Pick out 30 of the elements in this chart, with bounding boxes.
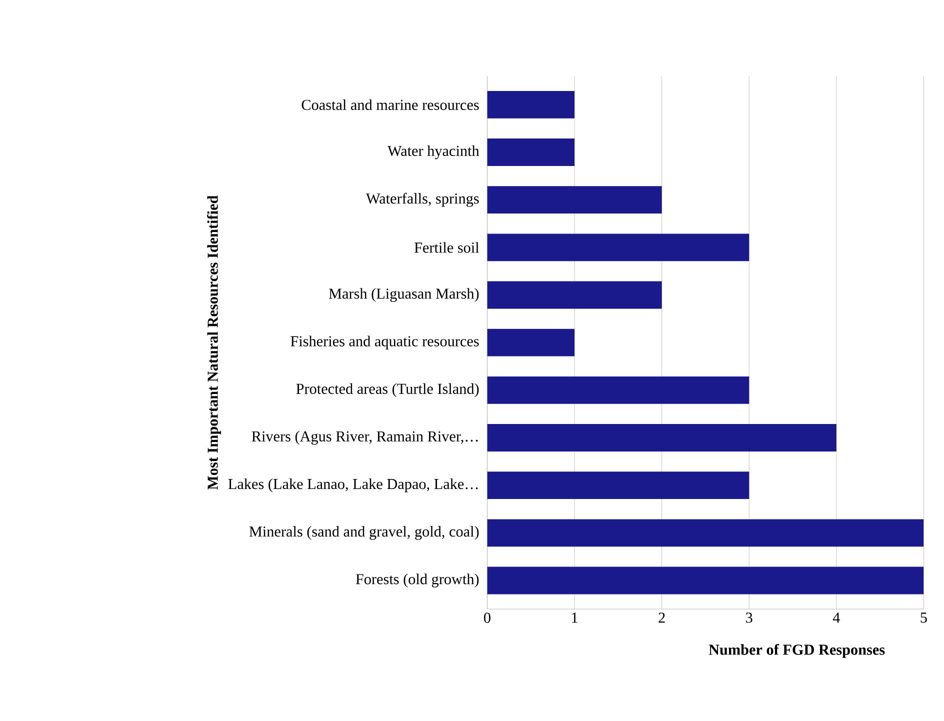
y-tick-label: Rivers (Agus River, Ramain River,…: [252, 431, 478, 445]
bar: [487, 138, 575, 166]
x-tick-label: 4: [832, 612, 840, 623]
y-tick-label: Fisheries and aquatic resources: [290, 336, 479, 350]
bar: [487, 472, 750, 500]
x-tick-label: 5: [920, 612, 927, 623]
y-tick-label: Water hyacinth: [387, 146, 480, 160]
x-tick-label: 2: [658, 612, 665, 623]
bar: [487, 566, 924, 594]
x-tick-label: 3: [746, 612, 752, 623]
y-tick-label: Fertile soil: [414, 242, 480, 253]
y-tick-label: Protected areas (Turtle Island): [296, 383, 479, 398]
y-axis-title: Most Important Natural Resources Identified: [207, 196, 221, 490]
bar: [487, 186, 662, 214]
bar: [487, 424, 836, 452]
bar: [487, 376, 750, 404]
bar: [487, 91, 575, 119]
x-tick-label: 0: [484, 612, 490, 623]
bar: [487, 329, 575, 356]
y-tick-label: Waterfalls, springs: [366, 193, 479, 207]
bar: [487, 519, 924, 547]
bar: [487, 281, 662, 309]
y-tick-label: Forests (old growth): [356, 574, 479, 588]
bar: [487, 234, 750, 262]
x-tick-label: 1: [572, 612, 578, 623]
y-tick-label: Lakes (Lake Lanao, Lake Dapao, Lake…: [228, 478, 478, 492]
y-tick-label: Marsh (Liguasan Marsh): [328, 288, 479, 302]
y-tick-label: Minerals (sand and gravel, gold, coal): [249, 526, 479, 540]
x-axis-title: Number of FGD Responses: [708, 644, 885, 658]
y-tick-label: Coastal and marine resources: [302, 100, 479, 110]
